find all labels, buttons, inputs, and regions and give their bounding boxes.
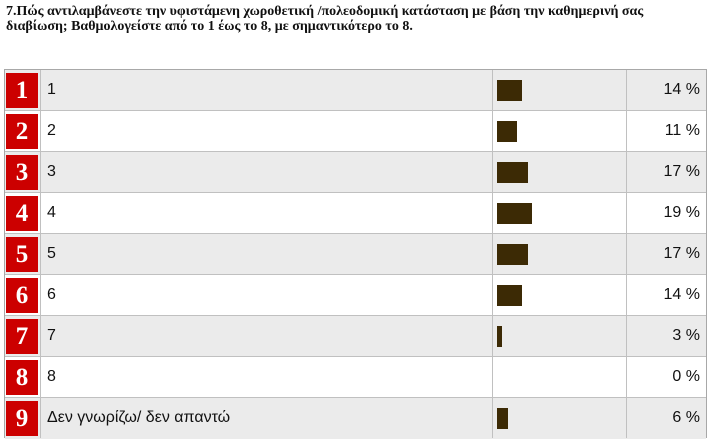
bar-cell [492, 111, 626, 151]
row-number-badge: 5 [6, 237, 38, 272]
percentage-bar [497, 80, 522, 101]
answer-label: 6 [47, 286, 56, 303]
column-divider [626, 357, 627, 397]
row-number-badge: 1 [6, 73, 38, 108]
column-divider [626, 152, 627, 192]
percentage-value: 14 % [663, 81, 700, 98]
answer-label: 7 [47, 327, 56, 344]
column-divider [40, 357, 41, 397]
percentage-value: 17 % [663, 163, 700, 180]
bar-cell [492, 275, 626, 315]
answer-label: Δεν γνωρίζω/ δεν απαντώ [47, 409, 231, 426]
percentage-value: 17 % [663, 245, 700, 262]
answer-label: 2 [47, 122, 56, 139]
answer-label: 3 [47, 163, 56, 180]
column-divider [492, 275, 493, 315]
bar-cell [492, 193, 626, 233]
column-divider [40, 398, 41, 438]
column-divider [40, 152, 41, 192]
row-number-badge: 6 [6, 278, 38, 313]
percentage-value: 11 % [664, 122, 700, 139]
column-divider [40, 111, 41, 151]
question-title: 7.Πώς αντιλαμβάνεστε την υφιστάμενη χωρο… [6, 4, 644, 34]
answer-label: 5 [47, 245, 56, 262]
bar-cell [492, 316, 626, 356]
column-divider [492, 316, 493, 356]
column-divider [40, 70, 41, 110]
table-row: 6 6 14 % [5, 275, 706, 316]
bar-cell [492, 398, 626, 438]
table-row: 2 2 11 % [5, 111, 706, 152]
column-divider [492, 193, 493, 233]
bar-cell [492, 152, 626, 192]
column-divider [40, 234, 41, 274]
percentage-bar [497, 121, 517, 142]
bar-cell [492, 357, 626, 397]
table-row: 5 5 17 % [5, 234, 706, 275]
answer-label: 1 [47, 81, 56, 98]
answer-label: 8 [47, 368, 56, 385]
column-divider [626, 234, 627, 274]
answer-label: 4 [47, 204, 56, 221]
percentage-bar [497, 162, 528, 183]
percentage-bar [497, 203, 532, 224]
column-divider [492, 357, 493, 397]
column-divider [40, 193, 41, 233]
column-divider [626, 111, 627, 151]
results-table: 1 1 14 % 2 2 11 % 3 3 17 % 4 4 19 % 5 5 17 % 6 6 14 % 7 7 3 … [4, 69, 707, 439]
row-number-badge: 9 [6, 401, 38, 436]
table-row: 1 1 14 % [5, 70, 706, 111]
bar-cell [492, 234, 626, 274]
column-divider [492, 111, 493, 151]
table-row: 9 Δεν γνωρίζω/ δεν απαντώ 6 % [5, 398, 706, 439]
percentage-bar [497, 408, 508, 429]
column-divider [626, 70, 627, 110]
row-number-badge: 8 [6, 360, 38, 395]
column-divider [626, 316, 627, 356]
column-divider [492, 234, 493, 274]
column-divider [492, 70, 493, 110]
table-row: 3 3 17 % [5, 152, 706, 193]
percentage-bar [497, 244, 528, 265]
column-divider [492, 398, 493, 438]
percentage-bar [497, 326, 502, 347]
column-divider [492, 152, 493, 192]
percentage-value: 6 % [672, 409, 700, 426]
row-number-badge: 2 [6, 114, 38, 149]
row-number-badge: 3 [6, 155, 38, 190]
percentage-value: 19 % [663, 204, 700, 221]
table-row: 4 4 19 % [5, 193, 706, 234]
percentage-value: 0 % [672, 368, 700, 385]
column-divider [626, 275, 627, 315]
column-divider [626, 398, 627, 438]
column-divider [40, 275, 41, 315]
row-number-badge: 7 [6, 319, 38, 354]
row-number-badge: 4 [6, 196, 38, 231]
percentage-value: 14 % [663, 286, 700, 303]
column-divider [626, 193, 627, 233]
column-divider [40, 316, 41, 356]
percentage-value: 3 % [672, 327, 700, 344]
percentage-bar [497, 285, 522, 306]
bar-cell [492, 70, 626, 110]
